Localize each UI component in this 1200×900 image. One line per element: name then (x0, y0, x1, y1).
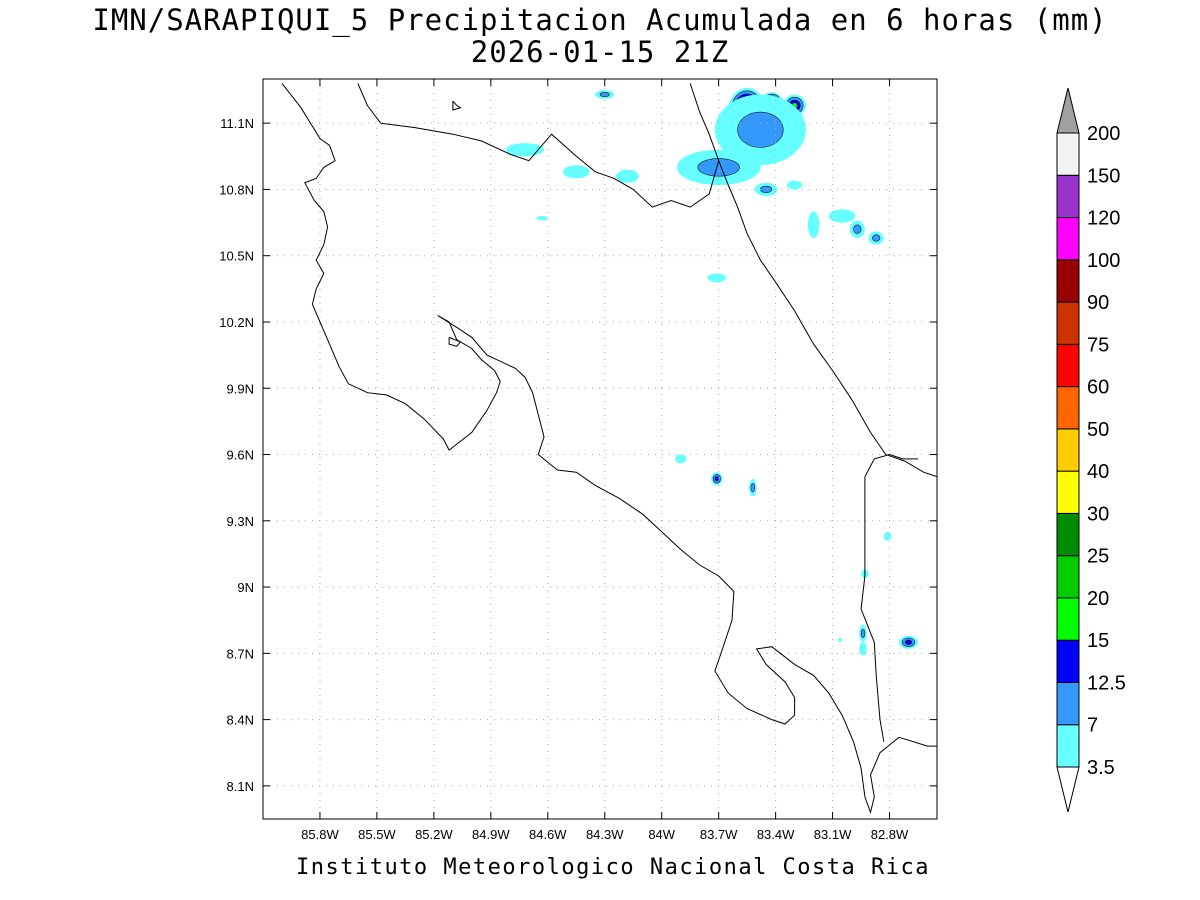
precip-cell-14-level-1 (853, 224, 862, 234)
colorbar-label: 150 (1087, 165, 1120, 187)
lon-tick-label: 85.8W (301, 827, 339, 842)
precip-cell-4-level-1 (737, 111, 784, 148)
lat-tick-label: 10.8N (219, 182, 254, 197)
precip-cell-8-level-0 (563, 165, 590, 179)
precip-cell-11-level-0 (787, 180, 803, 190)
lon-tick-label: 84.6W (529, 827, 567, 842)
colorbar-label: 100 (1087, 250, 1120, 272)
colorbar-swatch (1056, 597, 1080, 641)
lon-tick-label: 83.1W (814, 827, 852, 842)
lon-tick-label: 83.7W (700, 827, 738, 842)
colorbar-swatch (1056, 555, 1080, 599)
pacific-coastline (281, 83, 937, 815)
colorbar-swatch (1056, 217, 1080, 261)
colorbar-label: 60 (1087, 377, 1109, 399)
coastline-and-borders (281, 83, 937, 815)
lat-tick-label: 9.6N (227, 448, 254, 463)
lon-tick-label: 85.5W (358, 827, 396, 842)
map-frame (262, 78, 938, 820)
lon-tick-label: 85.2W (415, 827, 453, 842)
precipitation-field (506, 87, 918, 656)
colorbar-swatch (1056, 174, 1080, 219)
lat-lon-grid (263, 79, 937, 819)
precip-cell-10-level-1 (760, 185, 773, 193)
precip-cell-18-level-0 (675, 454, 687, 464)
colorbar-swatch (1056, 259, 1080, 303)
precip-cell-17-level-0 (707, 273, 727, 283)
colorbar-legend: 3.5 7 12.5 15 20 25 30 40 50 60 75 90 100 120 150 200 (1056, 87, 1126, 813)
precip-cell-21-level-0 (883, 531, 892, 541)
colorbar-swatch (1056, 386, 1080, 430)
colorbar-label: 20 (1087, 588, 1109, 610)
colorbar-swatch (1056, 132, 1080, 176)
colorbar-max-arrow (1056, 87, 1080, 134)
colorbar-min-arrow (1056, 766, 1080, 813)
precip-cell-16-level-0 (536, 216, 548, 221)
colorbar-label: 40 (1087, 461, 1109, 483)
colorbar-swatch (1056, 428, 1080, 472)
precip-cell-13-level-0 (828, 209, 856, 223)
colorbar-swatch (1056, 724, 1080, 768)
colorbar-label: 50 (1087, 419, 1109, 441)
colorbar-swatch (1056, 301, 1080, 345)
colorbar-label: 7 (1087, 715, 1098, 737)
lon-tick-label: 84W (648, 827, 675, 842)
precip-cell-24-level-0 (859, 642, 867, 656)
colorbar-label: 30 (1087, 503, 1109, 525)
lat-tick-label: 9.9N (227, 381, 254, 396)
colorbar-swatch (1056, 681, 1080, 726)
lon-tick-label: 83.4W (757, 827, 795, 842)
colorbar-swatch (1056, 343, 1080, 388)
lon-tick-label: 84.9W (472, 827, 510, 842)
colorbar-swatch (1056, 470, 1080, 514)
axis-ticks: 85.8W 85.5W 85.2W 84.9W 84.6W 84.3W 84W 83.7W 83… (219, 79, 937, 842)
lat-tick-label: 9.3N (227, 514, 254, 529)
colorbar-label: 3.5 (1087, 757, 1115, 779)
precip-cell-12-level-0 (807, 211, 820, 239)
colorbar-label: 120 (1087, 208, 1120, 230)
border-line (689, 83, 937, 478)
colorbar-label: 90 (1087, 292, 1109, 314)
precip-cell-23-level-1 (860, 628, 866, 639)
border-line (357, 83, 720, 208)
precip-cell-6-level-1 (599, 92, 610, 98)
lon-tick-label: 84.3W (586, 827, 624, 842)
lat-tick-label: 9N (237, 580, 254, 595)
lat-tick-label: 11.1N (220, 116, 254, 131)
border-line (860, 476, 885, 742)
colorbar-label: 25 (1087, 546, 1109, 568)
lat-tick-label: 10.2N (219, 315, 254, 330)
colorbar-label: 200 (1087, 123, 1120, 145)
footer-credit: Instituto Meteorologico Nacional Costa R… (295, 855, 931, 880)
lat-tick-label: 8.1N (227, 779, 254, 794)
lat-tick-label: 10.5N (219, 249, 254, 264)
precip-cell-25-level-2 (904, 639, 912, 645)
colorbar-label: 15 (1087, 630, 1109, 652)
chart-subtitle-date: 2026-01-15 21Z (470, 35, 730, 69)
colorbar-swatch (1056, 512, 1080, 557)
colorbar-label: 75 (1087, 334, 1109, 356)
precip-cell-5-level-1 (697, 158, 740, 177)
colorbar-swatch (1056, 639, 1080, 683)
precip-cell-26-level-0 (838, 637, 843, 643)
chart-title: IMN/SARAPIQUI_5 Precipitacion Acumulada … (92, 3, 1108, 37)
lon-tick-label: 82.8W (871, 827, 909, 842)
precip-cell-15-level-1 (872, 234, 881, 242)
lat-tick-label: 8.4N (227, 713, 254, 728)
border-line (864, 453, 918, 477)
colorbar-label: 12.5 (1087, 673, 1126, 695)
precip-cell-19-level-2 (714, 476, 719, 482)
island-outline (452, 100, 462, 111)
lat-tick-label: 8.7N (227, 646, 254, 661)
island-outline (448, 336, 462, 347)
precip-cell-7-level-0 (506, 143, 544, 157)
precip-cell-9-level-0 (616, 169, 639, 183)
precip-cell-20-level-1 (750, 483, 755, 493)
